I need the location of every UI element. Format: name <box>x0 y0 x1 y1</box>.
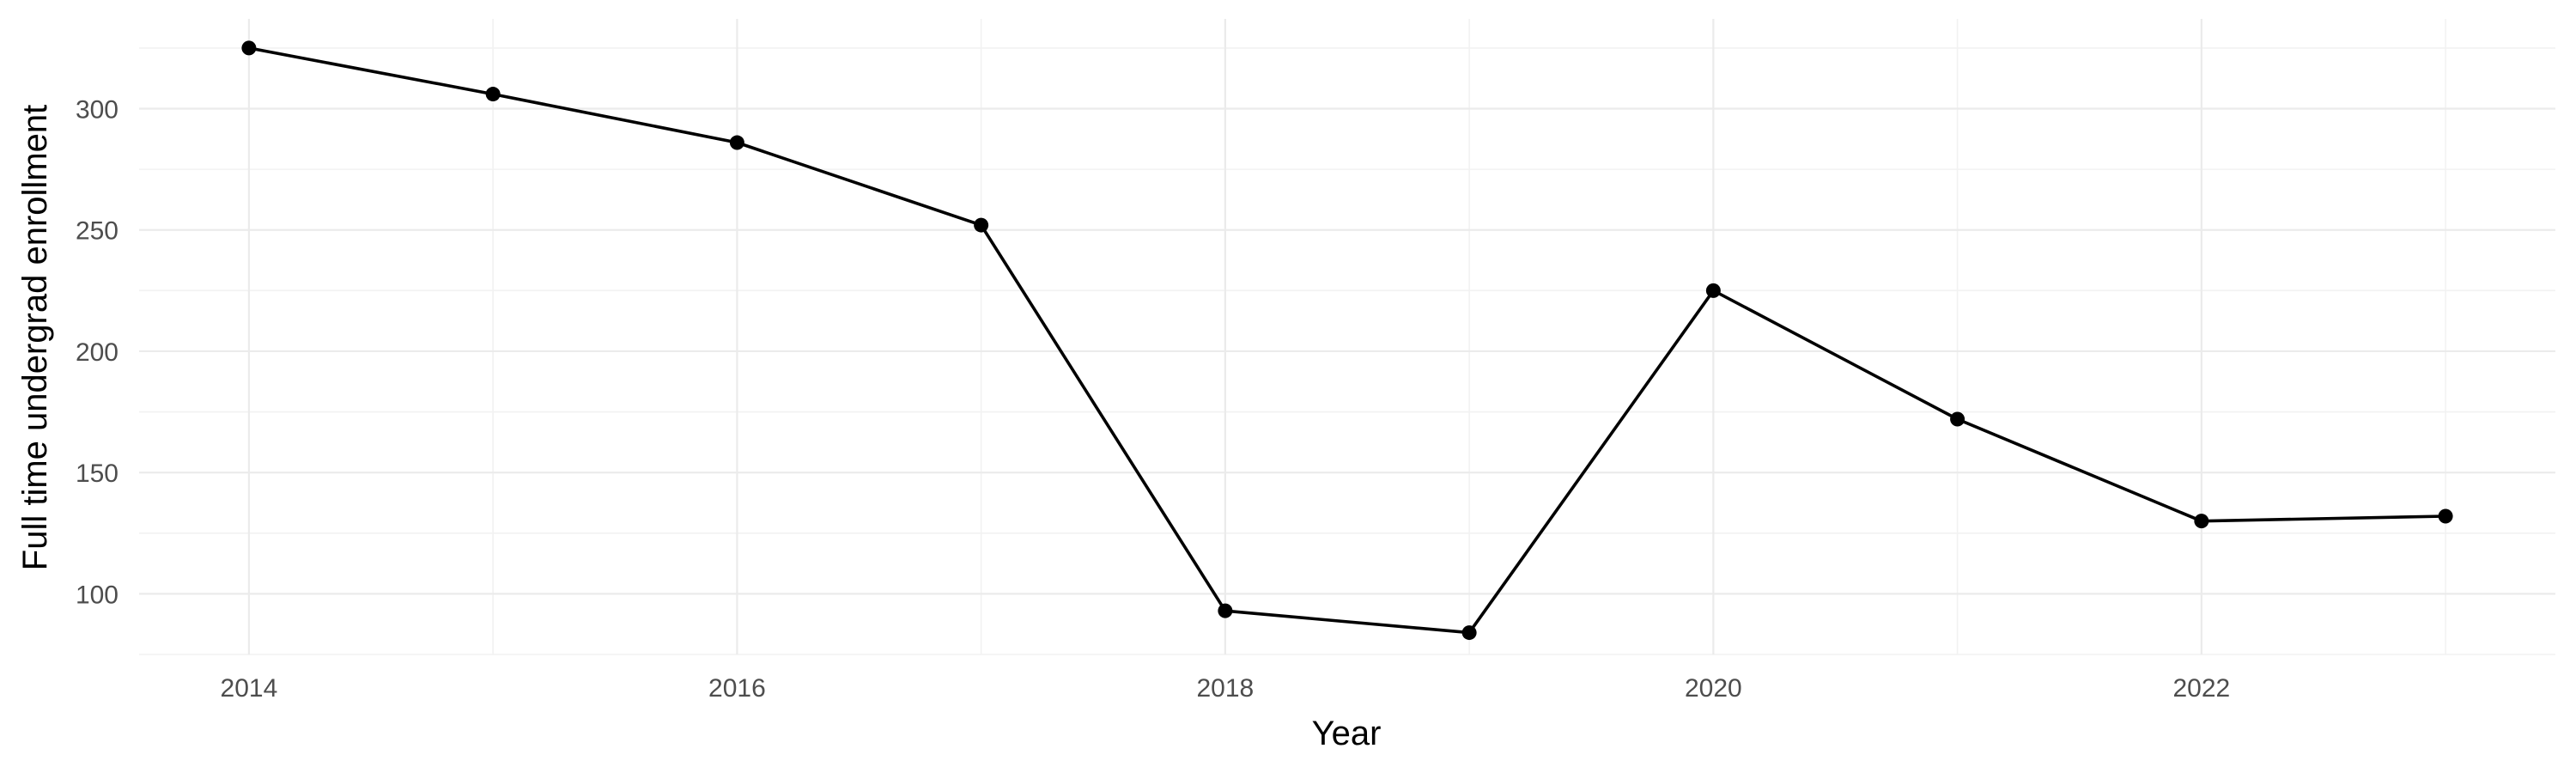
data-point <box>1705 283 1721 298</box>
x-tick-label: 2014 <box>221 674 278 703</box>
series-group <box>241 40 2453 641</box>
x-tick-label: 2018 <box>1197 674 1255 703</box>
y-tick-label: 200 <box>76 338 118 367</box>
x-tick-label: 2016 <box>708 674 766 703</box>
data-point <box>2194 514 2209 529</box>
x-axis-title: Year <box>1312 715 1382 752</box>
data-point <box>241 40 257 56</box>
x-tick-label: 2022 <box>2172 674 2230 703</box>
y-axis-title: Full time undergrad enrollment <box>16 105 54 570</box>
x-axis-ticks: 2014 2016 2018 2020 2022 <box>221 674 2231 703</box>
grid-lines <box>139 19 2555 655</box>
x-tick-label: 2020 <box>1685 674 1742 703</box>
y-tick-label: 300 <box>76 96 118 125</box>
data-point <box>2438 508 2453 524</box>
y-axis-ticks: 100 150 200 250 300 <box>76 96 118 610</box>
data-point <box>1950 411 1965 427</box>
data-point <box>974 217 989 233</box>
series-line <box>248 46 2446 635</box>
data-point <box>1218 603 1233 618</box>
y-tick-label: 250 <box>76 217 118 246</box>
y-tick-label: 150 <box>76 460 118 488</box>
y-tick-label: 100 <box>76 581 118 609</box>
data-point <box>1461 625 1477 641</box>
data-point <box>729 135 744 150</box>
data-point <box>485 87 501 102</box>
